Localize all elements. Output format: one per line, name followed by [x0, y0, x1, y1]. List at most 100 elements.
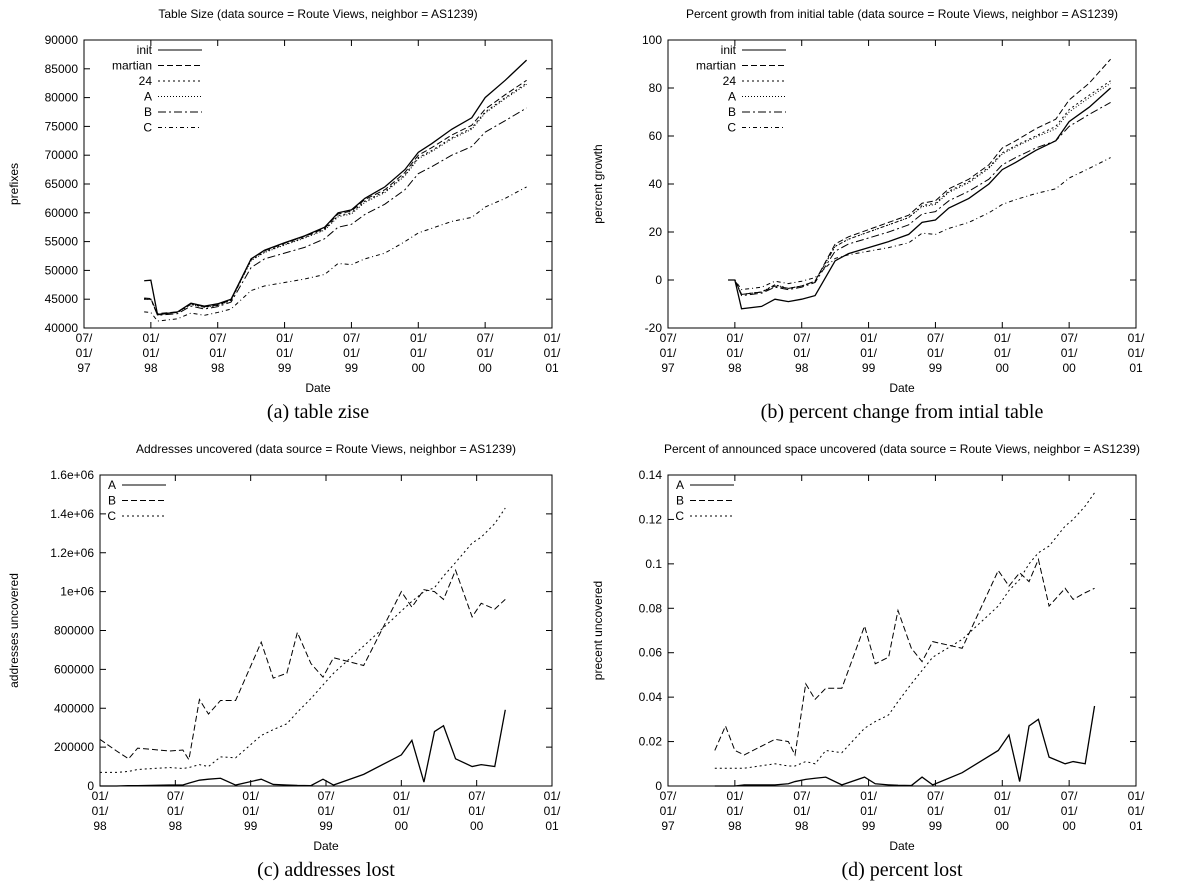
y-tick-label: 65000	[45, 177, 79, 191]
series-line	[728, 101, 1111, 297]
x-tick-label: 07/01/98	[167, 789, 184, 833]
legend-label: B	[728, 105, 736, 119]
x-tick-label: 01/01/98	[727, 331, 744, 375]
plot-frame	[667, 474, 1137, 787]
y-tick-label: 85000	[45, 62, 79, 76]
x-tick-label: 01/01/00	[994, 331, 1011, 375]
legend-label: C	[675, 509, 684, 523]
y-tick-label: 1.6e+06	[50, 468, 94, 482]
series-line	[144, 59, 528, 316]
x-tick-label: 07/01/99	[343, 331, 360, 375]
x-axis-label: Date	[313, 839, 339, 853]
y-tick-label: 75000	[45, 119, 79, 133]
legend-label: init	[721, 43, 737, 57]
x-tick-label: 07/01/98	[793, 331, 810, 375]
caption: (d) percent lost	[841, 859, 963, 881]
x-tick-label: 07/01/98	[793, 789, 810, 833]
x-axis-label: Date	[889, 839, 915, 853]
series-line	[144, 107, 527, 316]
series-line	[99, 568, 506, 762]
y-tick-label: 45000	[45, 292, 79, 306]
y-tick-label: 100	[642, 33, 662, 47]
x-tick-label: 07/01/00	[477, 331, 494, 375]
plot-frame	[667, 39, 1137, 329]
chart-title: Addresses uncovered (data source = Route…	[136, 442, 516, 456]
series-line	[100, 507, 506, 773]
y-tick-label: 0	[655, 273, 662, 287]
legend-label: martian	[696, 59, 736, 73]
x-tick-label: 07/01/98	[209, 331, 226, 375]
legend-label: C	[107, 509, 116, 523]
y-tick-label: 0	[87, 779, 94, 793]
y-tick-label: 50000	[45, 263, 79, 277]
y-tick-label: 80000	[45, 91, 79, 105]
x-tick-label: 07/01/00	[1061, 789, 1078, 833]
chart-title: Percent of announced space uncovered (da…	[664, 442, 1140, 456]
x-tick-label: 01/01/98	[143, 331, 160, 375]
x-tick-label: 01/01/99	[242, 789, 259, 833]
series-line	[144, 82, 527, 315]
legend-label: B	[676, 494, 684, 508]
caption: (a) table zise	[267, 401, 369, 423]
y-tick-label: 1e+06	[60, 585, 94, 599]
y-axis-label: precent uncovered	[591, 581, 605, 680]
y-tick-label: 600000	[54, 662, 94, 676]
x-tick-label: 07/01/97	[660, 789, 677, 833]
x-tick-label: 07/01/97	[76, 331, 93, 375]
y-tick-label: 40000	[45, 321, 79, 335]
x-axis-label: Date	[305, 381, 331, 395]
series-line	[144, 79, 527, 315]
x-tick-label: 01/01/98	[727, 789, 744, 833]
caption: (b) percent change from intial table	[761, 401, 1044, 423]
y-tick-label: 1.2e+06	[50, 546, 94, 560]
y-tick-label: -20	[645, 321, 663, 335]
x-tick-label: 07/01/00	[468, 789, 485, 833]
x-axis-label: Date	[889, 381, 915, 395]
legend-label: A	[108, 478, 116, 492]
legend-label: martian	[112, 59, 152, 73]
y-axis-label: addresses uncovered	[7, 573, 21, 688]
y-tick-label: 1.4e+06	[50, 507, 94, 521]
x-tick-label: 01/01/99	[860, 789, 877, 833]
plot-frame	[83, 39, 553, 329]
series-line	[714, 705, 1096, 787]
y-tick-label: 20	[649, 225, 663, 239]
x-tick-label: 07/01/99	[927, 789, 944, 833]
legend-label: init	[137, 43, 153, 57]
legend-label: C	[143, 121, 152, 135]
y-axis-label: prefixes	[7, 163, 21, 205]
x-tick-label: 01/01/98	[92, 789, 109, 833]
y-tick-label: 55000	[45, 235, 79, 249]
y-tick-label: 0.14	[639, 468, 663, 482]
legend-label: B	[144, 105, 152, 119]
y-tick-label: 60	[649, 129, 663, 143]
y-tick-label: 80	[649, 81, 663, 95]
series-line	[728, 58, 1111, 295]
legend-label: A	[144, 90, 152, 104]
y-tick-label: 0.1	[645, 557, 662, 571]
x-tick-label: 01/01/00	[410, 331, 427, 375]
chart-title: Percent growth from initial table (data …	[686, 7, 1118, 21]
x-tick-label: 07/01/97	[660, 331, 677, 375]
y-tick-label: 200000	[54, 740, 94, 754]
legend-label: A	[676, 478, 684, 492]
x-tick-label: 01/01/01	[544, 789, 561, 833]
x-tick-label: 07/01/00	[1061, 331, 1078, 375]
x-tick-label: 07/01/99	[318, 789, 335, 833]
legend-label: 24	[139, 74, 153, 88]
plot-frame	[99, 474, 553, 787]
y-tick-label: 0.12	[639, 512, 663, 526]
series-line	[728, 157, 1111, 291]
legend-label: 24	[723, 74, 737, 88]
y-tick-label: 0.02	[639, 735, 663, 749]
y-axis-label: percent growth	[591, 144, 605, 223]
legend-label: B	[108, 494, 116, 508]
x-tick-label: 07/01/99	[927, 331, 944, 375]
y-tick-label: 70000	[45, 148, 79, 162]
series-line	[714, 557, 1095, 757]
y-tick-label: 0.06	[639, 646, 663, 660]
legend-label: A	[728, 90, 736, 104]
y-tick-label: 0	[655, 779, 662, 793]
x-tick-label: 01/01/01	[1128, 789, 1145, 833]
y-tick-label: 0.04	[639, 690, 663, 704]
